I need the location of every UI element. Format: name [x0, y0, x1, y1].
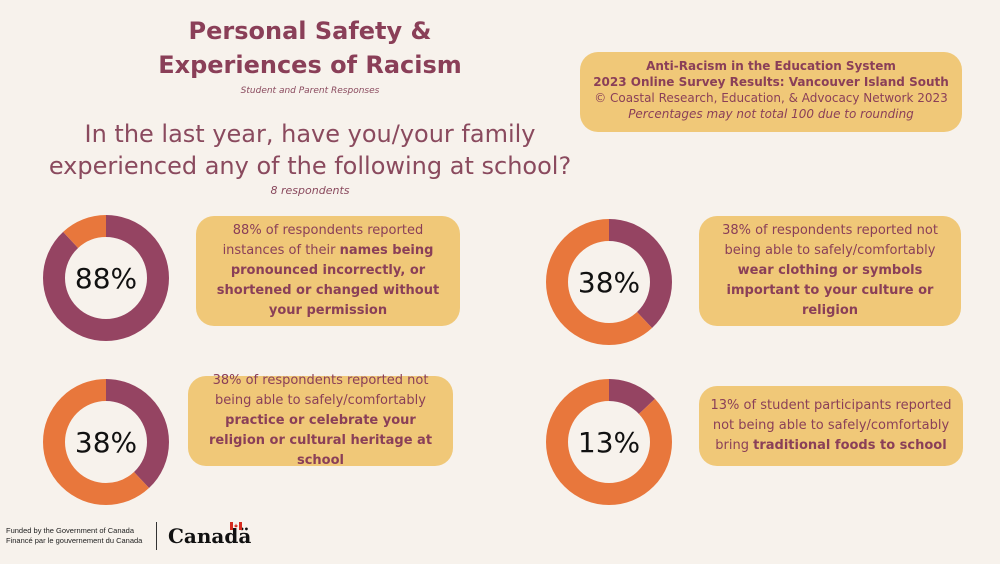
donut-3-slice-2: [43, 379, 169, 505]
donut-2-slice-2: [546, 219, 672, 345]
donut-4-svg: [546, 379, 672, 505]
donut-4-slice-2: [546, 379, 672, 505]
page-title: Personal Safety & Experiences of Racism: [120, 14, 500, 82]
donut-2-svg: [546, 219, 672, 345]
footer-divider: [156, 522, 157, 550]
canada-wordmark: Canadä: [168, 524, 252, 548]
stat-card-2-bold: wear clothing or symbols important to yo…: [726, 263, 934, 318]
title-line-2: Experiences of Racism: [158, 51, 462, 79]
donut-3-label: 38%: [74, 425, 138, 459]
stat-card-4-bold: traditional foods to school: [753, 438, 947, 453]
stat-card-4: 13% of student participants reported not…: [699, 386, 963, 466]
survey-question: In the last year, have you/your family e…: [40, 118, 580, 182]
canada-flag-icon: [230, 522, 242, 530]
funded-en: Funded by the Government of Canada: [6, 526, 134, 535]
donut-chart-1: 88%: [41, 213, 171, 343]
stat-card-3-pre: 38% of respondents reported not being ab…: [212, 373, 429, 408]
donut-chart-4: 13%: [544, 377, 674, 507]
stat-card-4-text: 13% of student participants reported not…: [709, 396, 953, 456]
stat-card-4-pre: 13% of student participants reported not…: [710, 398, 952, 453]
info-line-4: Percentages may not total 100 due to rou…: [628, 107, 914, 121]
question-line-1: In the last year, have you/your family: [84, 120, 536, 148]
page-subtitle: Student and Parent Responses: [240, 86, 380, 96]
info-line-1: Anti-Racism in the Education System: [646, 59, 896, 73]
stat-card-3-bold: practice or celebrate your religion or c…: [208, 413, 433, 468]
donut-chart-2: 38%: [544, 217, 674, 347]
donut-1-label: 88%: [74, 261, 138, 295]
stat-card-3: 38% of respondents reported not being ab…: [188, 373, 453, 468]
stat-card-1-pre: 88% of respondents reported instances of…: [222, 223, 424, 258]
stat-card-2-pre: 38% of respondents reported not being ab…: [722, 223, 938, 258]
question-line-2: experienced any of the following at scho…: [48, 152, 572, 180]
donut-chart-3: 38%: [41, 377, 171, 507]
stat-card-1: 88% of respondents reported instances of…: [196, 216, 460, 326]
stat-card-2-text: 38% of respondents reported not being ab…: [709, 221, 951, 321]
stat-card-1-bold: names being pronounced incorrectly, or s…: [216, 243, 440, 318]
respondent-count: 8 respondents: [270, 184, 350, 197]
stat-card-2: 38% of respondents reported not being ab…: [699, 216, 961, 326]
donut-3-svg: [43, 379, 169, 505]
donut-4-label: 13%: [577, 425, 641, 459]
stat-card-3-text: 38% of respondents reported not being ab…: [198, 371, 443, 471]
donut-1-slice-2: [43, 215, 169, 341]
survey-info-box: Anti-Racism in the Education System 2023…: [580, 52, 962, 132]
donut-1-svg: [43, 215, 169, 341]
stat-card-1-text: 88% of respondents reported instances of…: [206, 221, 450, 321]
info-line-2: 2023 Online Survey Results: Vancouver Is…: [593, 75, 949, 89]
donut-2-label: 38%: [577, 265, 641, 299]
funding-acknowledgement: Funded by the Government of Canada Finan…: [6, 526, 142, 546]
title-line-1: Personal Safety &: [188, 17, 432, 45]
funded-fr: Financé par le gouvernement du Canada: [6, 536, 143, 545]
info-line-3: © Coastal Research, Education, & Advocac…: [594, 91, 948, 105]
